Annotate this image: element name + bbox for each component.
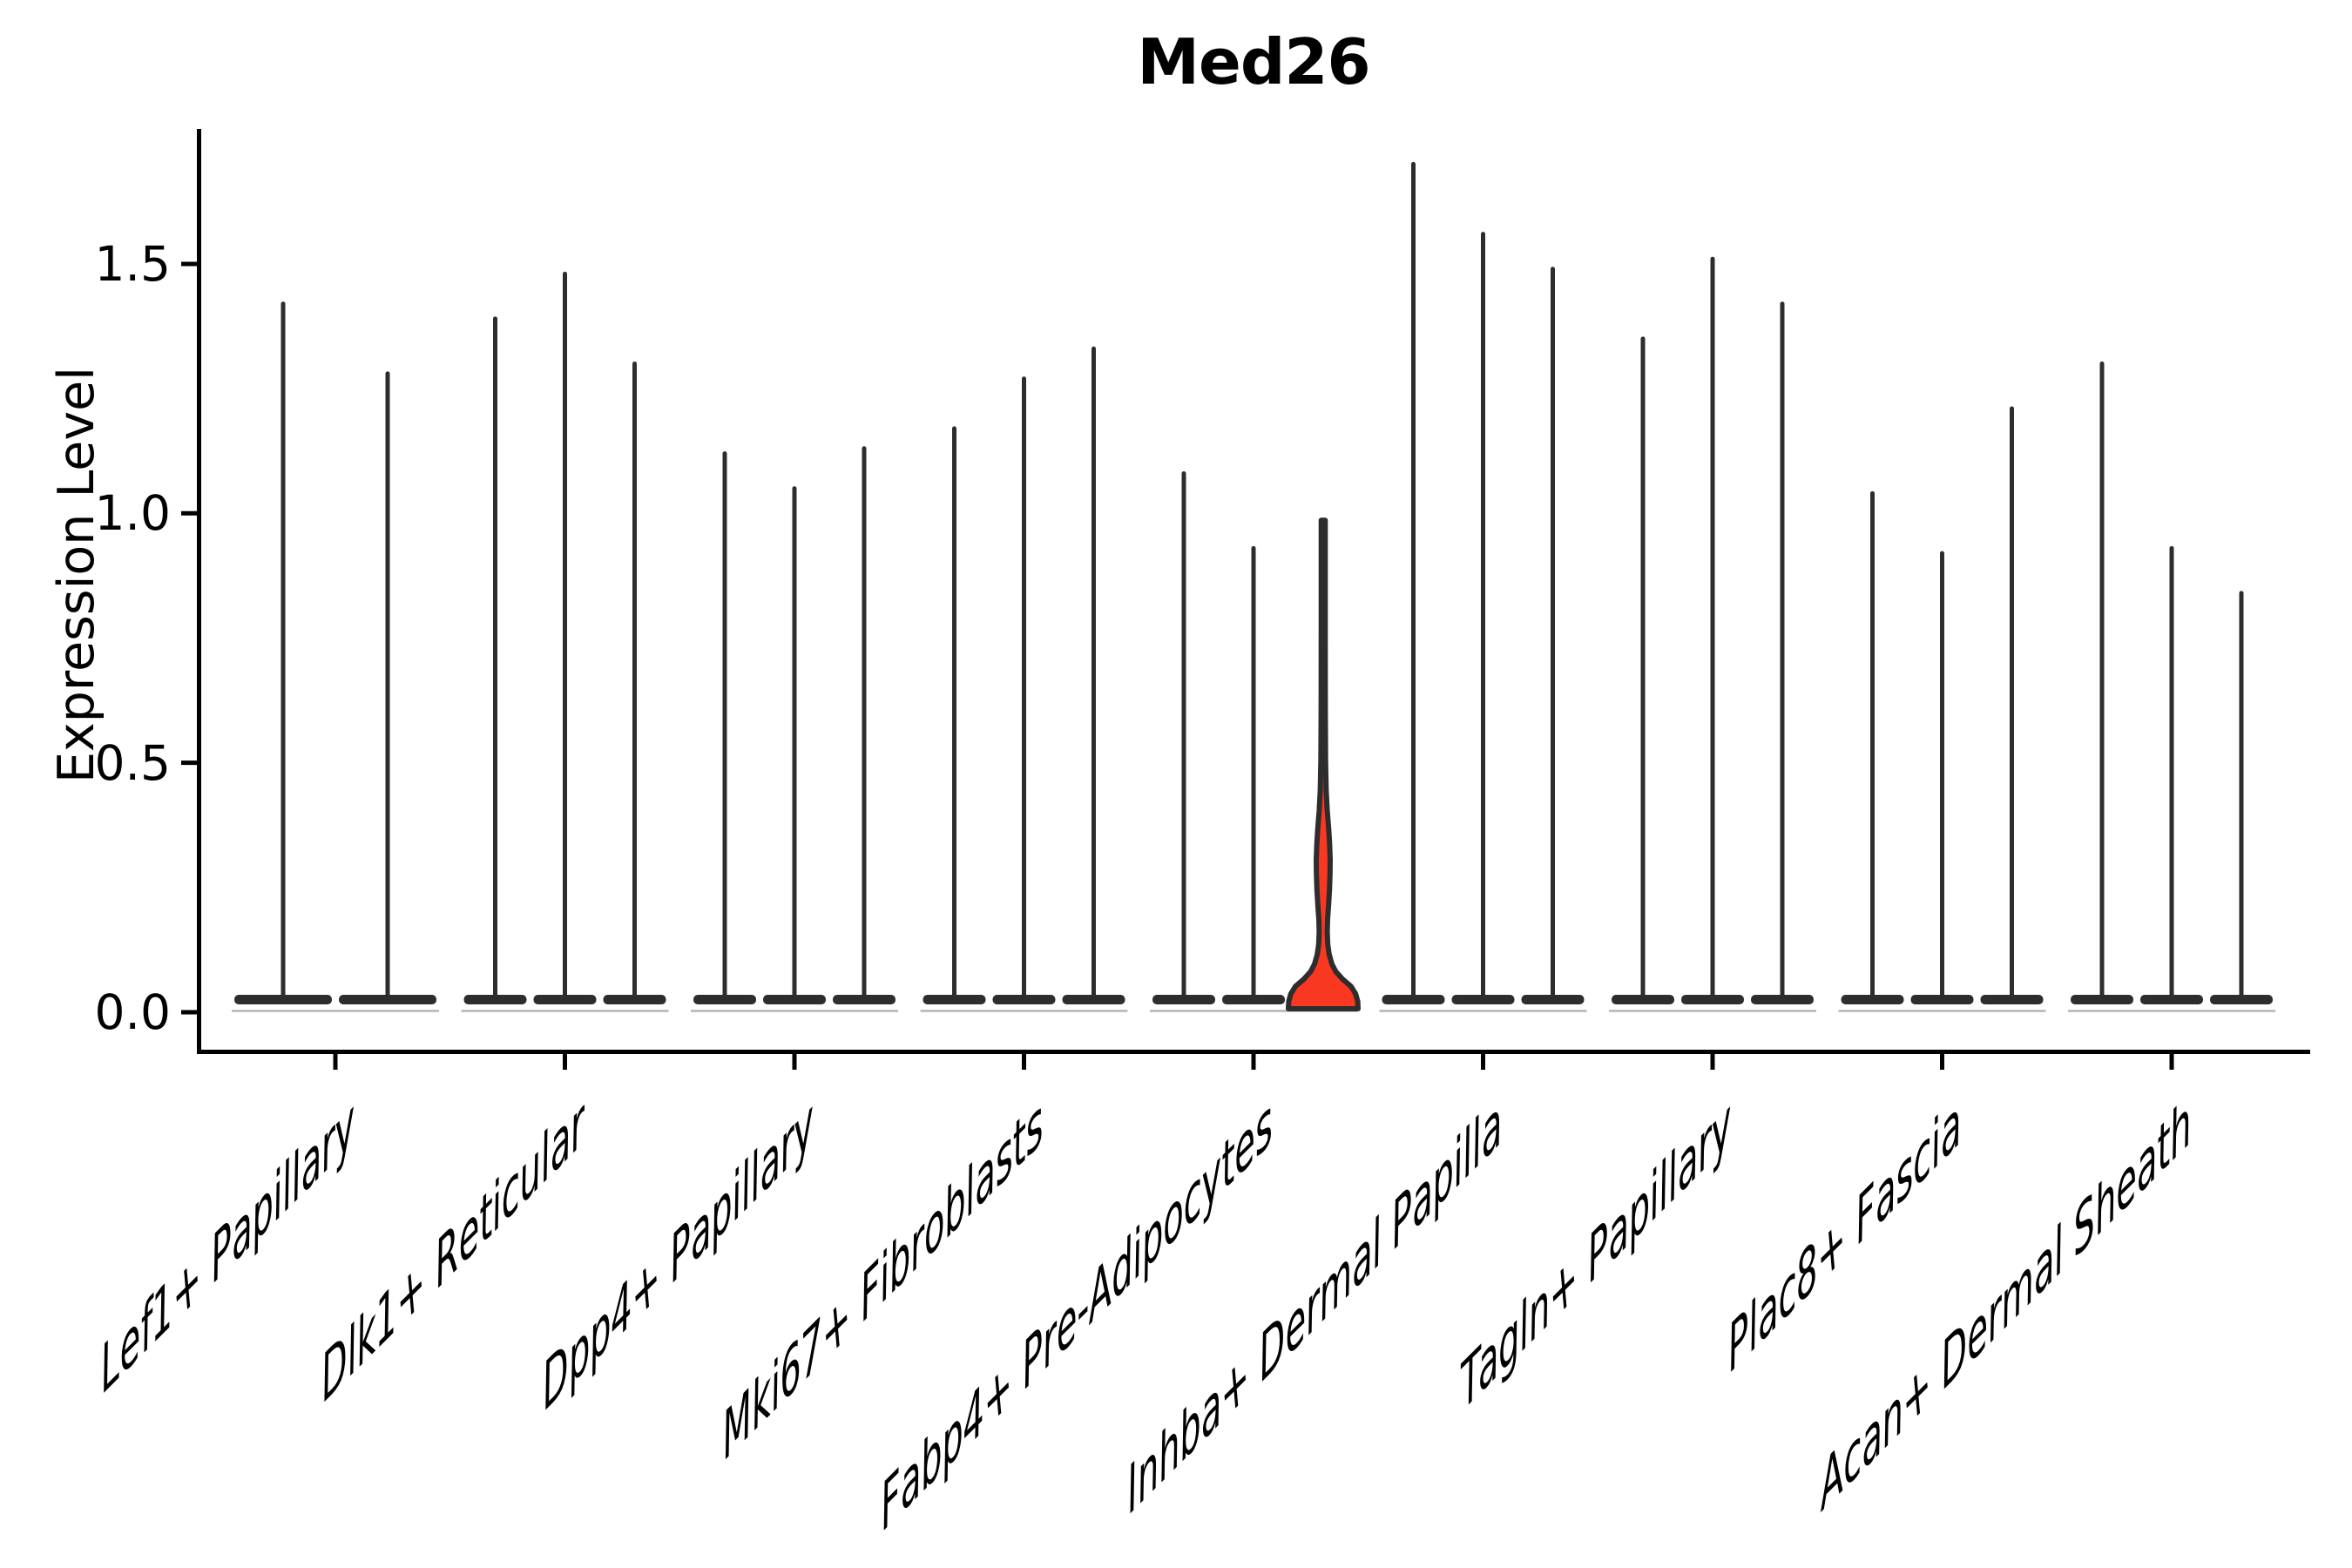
y-tick-label: 0.5 (94, 734, 171, 791)
plot-title: Med26 (1137, 25, 1370, 98)
y-tick-label: 1.5 (94, 235, 171, 292)
x-axis-line (197, 1050, 2310, 1054)
y-tick-label: 0.0 (94, 984, 171, 1040)
highlighted-violin (1286, 517, 1361, 1011)
y-axis-line (197, 129, 201, 1054)
y-tick-label: 1.0 (94, 485, 171, 542)
